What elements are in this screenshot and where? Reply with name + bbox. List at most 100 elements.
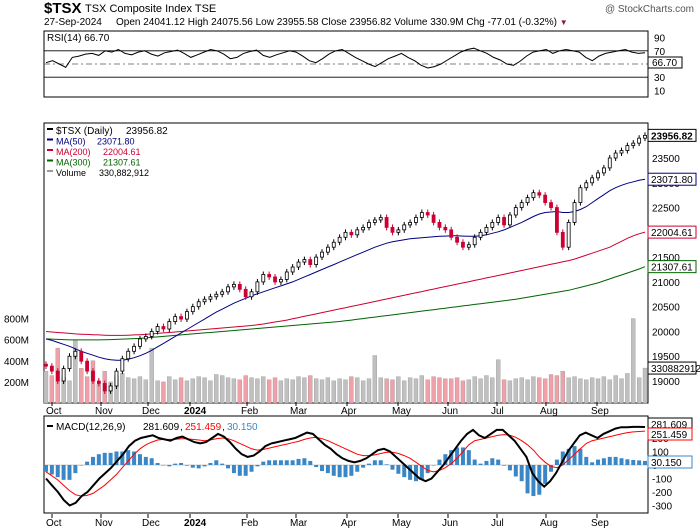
volume-bar — [243, 375, 248, 404]
candle-body — [572, 202, 577, 223]
volume-bar — [190, 378, 195, 404]
histogram-bar — [73, 465, 78, 474]
candle-body — [243, 288, 248, 298]
price-x-axis: Oct Nov Dec 2024 Feb Mar Apr May Jun Jul Aug Sep — [46, 402, 609, 417]
legend-value: 21307.61 — [103, 158, 141, 168]
legend-name: MA(50) — [56, 137, 86, 147]
candle-body — [601, 167, 606, 174]
macd-x-tick-label: 2024 — [184, 518, 207, 529]
candle-body — [314, 256, 319, 265]
copyright[interactable]: @ StockCharts.com — [604, 4, 694, 15]
candle-body — [108, 385, 113, 392]
histogram-bar — [513, 465, 518, 477]
histogram-bar — [96, 454, 101, 465]
volume-bar — [337, 378, 342, 404]
price-candles — [44, 132, 647, 394]
histogram-bar — [502, 465, 507, 466]
volume-bar — [484, 375, 489, 404]
last-value-label: 23071.80 — [651, 175, 693, 186]
histogram-bar — [261, 461, 266, 465]
histogram-bar — [243, 465, 248, 476]
histogram-bar — [578, 448, 583, 465]
candle-body — [214, 293, 219, 298]
candle-body — [607, 157, 612, 169]
candle-body — [613, 152, 618, 159]
histogram-bar — [155, 462, 160, 465]
candle-body — [290, 266, 295, 273]
candle-body — [226, 286, 230, 293]
last-value-badge — [647, 172, 697, 186]
volume-bar — [496, 359, 501, 404]
candle-body — [425, 212, 430, 216]
rsi-y-tick: 10 — [654, 86, 666, 97]
histogram-bar — [637, 460, 642, 465]
price-x-tick-label: Feb — [241, 406, 259, 417]
volume-y-tick: 800M — [4, 315, 29, 326]
candle-body — [138, 338, 142, 347]
histogram-bar — [179, 462, 184, 465]
histogram-bar — [126, 450, 131, 465]
candle-body — [279, 279, 283, 283]
volume-y-axis: 800M 600M 400M 200M — [4, 315, 29, 389]
volume-bar — [443, 378, 448, 404]
histogram-bar — [320, 465, 325, 472]
volume-bar — [537, 377, 542, 404]
histogram-bar — [560, 451, 565, 465]
volume-bar — [355, 377, 360, 404]
price-y-tick: 23500 — [652, 154, 680, 165]
volume-bar — [466, 379, 471, 404]
price-last-badges: 23956.82 23071.80 22004.61 21307.61 33088291… — [647, 128, 700, 375]
volume-bar — [137, 376, 143, 404]
candle-body — [443, 226, 448, 231]
high-label: High — [187, 17, 209, 28]
histogram-bar — [102, 452, 107, 465]
chg-label: Chg — [466, 17, 485, 28]
volume-bar — [589, 377, 595, 404]
macd-y-tick: -200 — [652, 488, 672, 499]
candle-body — [44, 363, 48, 367]
candle-body — [325, 246, 330, 253]
histogram-bar — [44, 465, 48, 472]
candle-body — [185, 311, 189, 320]
candle-body — [190, 306, 195, 313]
candle-body — [390, 226, 395, 233]
histogram-bar — [296, 458, 301, 465]
histogram-bar — [408, 465, 413, 480]
candle-body — [349, 231, 354, 236]
candle-body — [525, 197, 530, 204]
volume-bar — [296, 376, 301, 404]
histogram-bar — [607, 456, 612, 465]
candle-body — [91, 370, 95, 382]
volume-bar — [290, 379, 295, 404]
candle-body — [584, 182, 589, 189]
volume-bar — [272, 377, 278, 404]
histogram-bar — [149, 458, 154, 465]
histogram-bar — [331, 465, 336, 476]
candle-body — [85, 360, 90, 372]
macd-y-tick: 100 — [652, 448, 669, 459]
volume-bar — [96, 383, 102, 404]
legend-value: 23956.82 — [126, 126, 168, 137]
candle-body — [372, 219, 377, 223]
volume-bar — [214, 374, 219, 404]
histogram-bar — [619, 458, 624, 465]
volume-bar — [525, 379, 530, 404]
candle-body — [531, 192, 536, 199]
quote-summary: Open 24041.12 High 24075.56 Low 23955.58… — [116, 17, 568, 28]
histogram-bar — [425, 465, 430, 474]
volume-bar — [349, 376, 354, 404]
histogram-bar — [132, 451, 137, 465]
volume-bar — [167, 376, 172, 404]
candle-body — [519, 202, 524, 208]
histogram-bar — [325, 465, 330, 474]
candle-body — [637, 137, 642, 144]
legend-swatch-icon — [47, 170, 53, 172]
candle-body — [73, 350, 78, 357]
candle-body — [625, 145, 630, 151]
histogram-bar — [314, 465, 319, 468]
last-value-badge — [647, 260, 697, 274]
last-value-label: 330882912 — [651, 364, 700, 375]
histogram-bar — [284, 460, 289, 465]
